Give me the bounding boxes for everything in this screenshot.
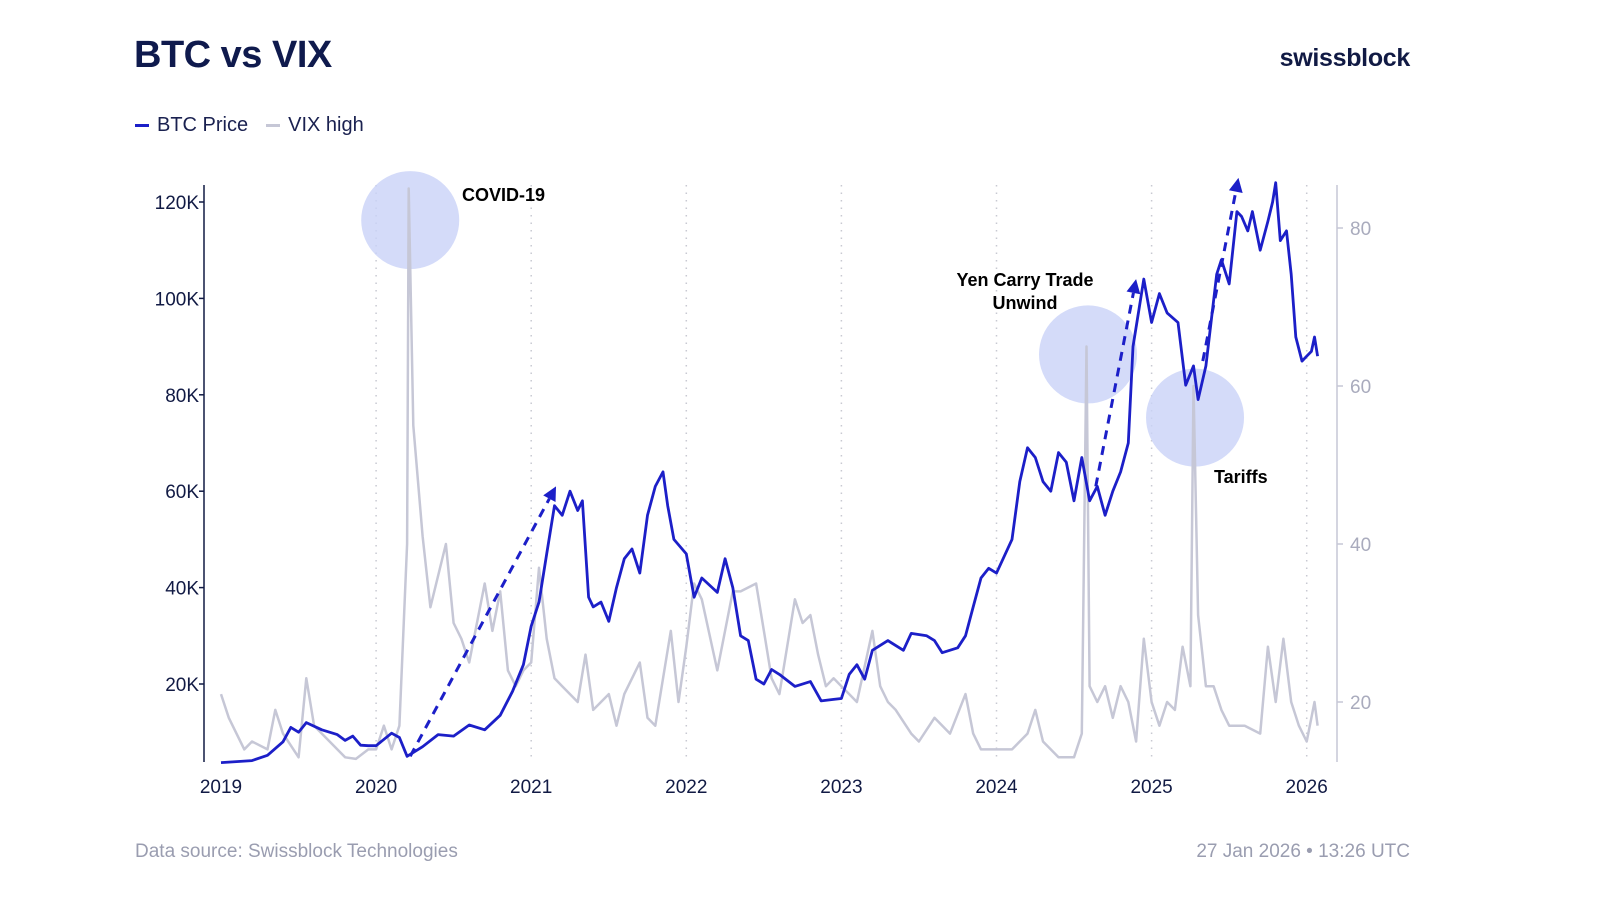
legend-label-btc: BTC Price xyxy=(157,114,249,136)
x-tick-label: 2019 xyxy=(200,777,242,798)
annotation-yen-line1: Yen Carry Trade xyxy=(956,270,1093,290)
annotation-yen-line2: Unwind xyxy=(993,293,1058,313)
vix-series-line xyxy=(219,187,1319,761)
x-tick-label: 2024 xyxy=(975,777,1018,798)
right-tick-label: 40 xyxy=(1350,535,1371,556)
legend-label-vix: VIX high xyxy=(288,114,364,136)
x-tick-label: 2020 xyxy=(355,777,397,798)
btc-swatch-icon xyxy=(135,124,149,127)
left-tick-label: 120K xyxy=(155,193,200,214)
left-tick-label: 40K xyxy=(165,579,199,600)
timestamp: 27 Jan 2026 • 13:26 UTC xyxy=(1196,841,1410,862)
x-tick-label: 2025 xyxy=(1130,777,1172,798)
swissblock-logo: swissblock xyxy=(1279,44,1411,72)
arrowhead-icon xyxy=(1228,177,1243,193)
chart-title: BTC vs VIX xyxy=(134,34,332,76)
x-tick-label: 2023 xyxy=(820,777,862,798)
x-tick-label: 2021 xyxy=(510,777,552,798)
annotation-covid: COVID-19 xyxy=(462,185,545,205)
legend: BTC Price VIX high xyxy=(135,114,364,137)
x-tick-label: 2026 xyxy=(1286,777,1328,798)
arrowhead-icon xyxy=(1126,279,1141,295)
data-source: Data source: Swissblock Technologies xyxy=(135,841,458,862)
arrowhead-icon xyxy=(543,486,557,503)
legend-item-vix: VIX high xyxy=(266,114,364,137)
legend-item-btc: BTC Price xyxy=(135,114,248,137)
trend-arrow-line xyxy=(408,497,551,758)
right-tick-label: 60 xyxy=(1350,377,1371,398)
annotation-tariffs: Tariffs xyxy=(1214,467,1268,487)
left-tick-label: 80K xyxy=(165,386,199,407)
x-tick-label: 2022 xyxy=(665,777,707,798)
trend-arrow-line xyxy=(1094,292,1135,487)
left-tick-label: 60K xyxy=(165,482,199,503)
right-tick-label: 20 xyxy=(1350,693,1371,714)
btc-series-line xyxy=(220,181,1319,764)
trend-arrow-line xyxy=(1201,191,1238,362)
right-tick-label: 80 xyxy=(1350,219,1371,240)
left-tick-label: 100K xyxy=(155,289,200,310)
yen-carry-highlight-circle xyxy=(1039,305,1138,404)
left-tick-label: 20K xyxy=(165,675,199,696)
vix-swatch-icon xyxy=(266,124,281,127)
